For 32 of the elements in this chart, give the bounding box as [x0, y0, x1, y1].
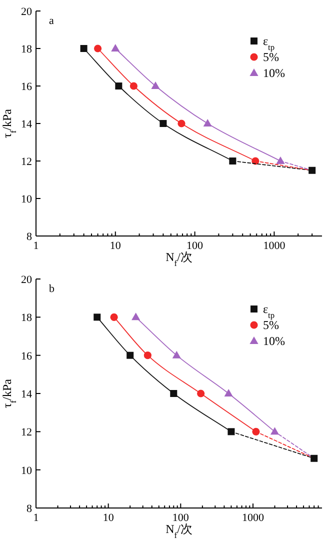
y-tick-label: 8	[26, 503, 32, 515]
legend-label: 10%	[263, 334, 285, 348]
y-tick-label: 8	[26, 231, 32, 243]
y-tick-label: 14	[21, 118, 32, 130]
y-tick-label: 14	[21, 388, 32, 400]
y-tick-label: 16	[21, 350, 32, 362]
x-tick-label: 10	[102, 512, 114, 524]
x-axis-title: N$_{f}$/次	[166, 522, 192, 540]
legend-label: 5%	[263, 50, 279, 64]
x-tick-label: 1000	[242, 512, 264, 524]
y-tick-label: 20	[21, 6, 32, 18]
x-tick-label: 100	[186, 240, 204, 252]
legend-label: 10%	[263, 66, 285, 80]
y-tick-label: 18	[21, 312, 32, 324]
chart-title: b	[49, 283, 55, 295]
x-tick-label: 1	[33, 512, 39, 524]
y-tick-label: 16	[21, 81, 32, 93]
y-tick-label: 10	[21, 194, 32, 206]
x-tick-label: 10	[110, 240, 122, 252]
x-tick-label: 1000	[263, 240, 286, 252]
x-tick-label: 100	[172, 512, 190, 524]
legend-label: ε$_{tp}$	[263, 302, 275, 320]
x-tick-label: 1	[33, 240, 39, 252]
x-axis-title: N$_{f}$/次	[166, 250, 192, 268]
legend-label: ε$_{tp}$	[263, 34, 275, 52]
legend-label: 5%	[263, 318, 279, 332]
y-tick-label: 12	[21, 156, 32, 168]
y-tick-label: 20	[21, 274, 32, 286]
chart-title: a	[49, 15, 54, 27]
y-tick-label: 12	[21, 426, 32, 439]
y-tick-label: 10	[21, 464, 32, 477]
y-tick-label: 18	[21, 44, 32, 56]
